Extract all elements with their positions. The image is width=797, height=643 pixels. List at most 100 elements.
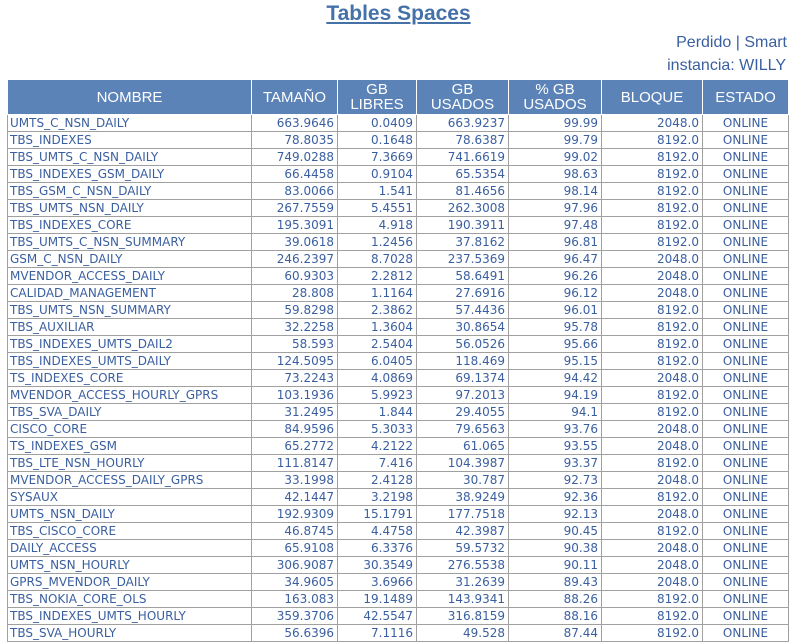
cell-bloque: 8192.0 <box>601 318 703 336</box>
table-header: NOMBRE TAMAÑO GB LIBRES GB USADOS % GB U… <box>7 79 789 115</box>
cell-gb-libres: 6.0405 <box>337 352 417 370</box>
table-row: TBS_AUXILIAR 32.2258 1.3604 30.8654 95.78 819… <box>7 318 789 336</box>
cell-gb-usados: 143.9341 <box>416 590 509 608</box>
cell-gb-usados: 69.1374 <box>416 369 509 387</box>
cell-nombre: TBS_GSM_C_NSN_DAILY <box>7 182 252 200</box>
page-title[interactable]: Tables Spaces <box>326 2 471 25</box>
table-row: TBS_NOKIA_CORE_OLS 163.083 19.1489 143.9341… <box>7 590 789 608</box>
cell-bloque: 2048.0 <box>601 420 703 438</box>
cell-estado: ONLINE <box>702 454 789 472</box>
cell-bloque: 2048.0 <box>601 573 703 591</box>
table-row: UMTS_NSN_HOURLY 306.9087 30.3549 276.5538 90… <box>7 556 789 574</box>
cell-pct-gb-usados: 96.12 <box>508 284 602 302</box>
cell-gb-usados: 190.3911 <box>416 216 509 234</box>
cell-nombre: CALIDAD_MANAGEMENT <box>7 284 252 302</box>
cell-tamano: 749.0288 <box>251 148 338 166</box>
cell-estado: ONLINE <box>702 352 789 370</box>
cell-bloque: 2048.0 <box>601 250 703 268</box>
cell-estado: ONLINE <box>702 369 789 387</box>
cell-gb-libres: 4.918 <box>337 216 417 234</box>
cell-nombre: TBS_INDEXES_UMTS_HOURLY <box>7 607 252 625</box>
cell-nombre: MVENDOR_ACCESS_DAILY_GPRS <box>7 471 252 489</box>
cell-nombre: CISCO_CORE <box>7 420 252 438</box>
cell-gb-usados: 37.8162 <box>416 233 509 251</box>
cell-gb-usados: 61.065 <box>416 437 509 455</box>
cell-gb-usados: 56.0526 <box>416 335 509 353</box>
cell-estado: ONLINE <box>702 556 789 574</box>
column-header-gb-usados: GB USADOS <box>416 79 509 115</box>
cell-tamano: 78.8035 <box>251 131 338 149</box>
cell-nombre: TBS_INDEXES <box>7 131 252 149</box>
table-row: TBS_GSM_C_NSN_DAILY 83.0066 1.541 81.4656 98… <box>7 182 789 200</box>
cell-tamano: 267.7559 <box>251 199 338 217</box>
cell-pct-gb-usados: 97.48 <box>508 216 602 234</box>
cell-bloque: 2048.0 <box>601 539 703 557</box>
table-row: TBS_SVA_HOURLY 56.6396 7.1116 49.528 87.44 81… <box>7 624 789 642</box>
cell-pct-gb-usados: 96.81 <box>508 233 602 251</box>
cell-tamano: 192.9309 <box>251 505 338 523</box>
cell-nombre: MVENDOR_ACCESS_HOURLY_GPRS <box>7 386 252 404</box>
cell-gb-libres: 30.3549 <box>337 556 417 574</box>
cell-bloque: 2048.0 <box>601 556 703 574</box>
table-row: TBS_INDEXES 78.8035 0.1648 78.6387 99.79 8192… <box>7 131 789 149</box>
cell-estado: ONLINE <box>702 505 789 523</box>
instance-label: instancia: WILLY <box>667 57 786 74</box>
tablespaces-table: NOMBRE TAMAÑO GB LIBRES GB USADOS % GB U… <box>7 79 789 642</box>
table-row: TBS_INDEXES_CORE 195.3091 4.918 190.3911 97.… <box>7 216 789 234</box>
cell-pct-gb-usados: 99.02 <box>508 148 602 166</box>
cell-bloque: 8192.0 <box>601 403 703 421</box>
cell-gb-libres: 4.2122 <box>337 437 417 455</box>
cell-gb-usados: 276.5538 <box>416 556 509 574</box>
cell-pct-gb-usados: 88.26 <box>508 590 602 608</box>
cell-tamano: 28.808 <box>251 284 338 302</box>
cell-nombre: TBS_UMTS_C_NSN_DAILY <box>7 148 252 166</box>
cell-bloque: 8192.0 <box>601 165 703 183</box>
cell-bloque: 8192.0 <box>601 301 703 319</box>
cell-nombre: GPRS_MVENDOR_DAILY <box>7 573 252 591</box>
table-row: GSM_C_NSN_DAILY 246.2397 8.7028 237.5369 96.… <box>7 250 789 268</box>
table-row: TBS_INDEXES_UMTS_DAIL2 58.593 2.5404 56.052… <box>7 335 789 353</box>
cell-estado: ONLINE <box>702 182 789 200</box>
cell-gb-libres: 7.416 <box>337 454 417 472</box>
cell-gb-libres: 0.0409 <box>337 114 417 132</box>
cell-pct-gb-usados: 90.45 <box>508 522 602 540</box>
tablespaces-table-container: NOMBRE TAMAÑO GB LIBRES GB USADOS % GB U… <box>7 79 789 642</box>
cell-tamano: 359.3706 <box>251 607 338 625</box>
cell-estado: ONLINE <box>702 403 789 421</box>
cell-nombre: TBS_NOKIA_CORE_OLS <box>7 590 252 608</box>
cell-nombre: TBS_AUXILIAR <box>7 318 252 336</box>
cell-gb-libres: 15.1791 <box>337 505 417 523</box>
cell-gb-usados: 57.4436 <box>416 301 509 319</box>
cell-tamano: 33.1998 <box>251 471 338 489</box>
table-row: TS_INDEXES_CORE 73.2243 4.0869 69.1374 94.42… <box>7 369 789 387</box>
cell-estado: ONLINE <box>702 539 789 557</box>
cell-estado: ONLINE <box>702 522 789 540</box>
cell-estado: ONLINE <box>702 233 789 251</box>
cell-tamano: 32.2258 <box>251 318 338 336</box>
cell-tamano: 31.2495 <box>251 403 338 421</box>
cell-tamano: 65.9108 <box>251 539 338 557</box>
cell-estado: ONLINE <box>702 471 789 489</box>
cell-tamano: 73.2243 <box>251 369 338 387</box>
cell-gb-libres: 19.1489 <box>337 590 417 608</box>
cell-gb-usados: 237.5369 <box>416 250 509 268</box>
cell-gb-libres: 1.1164 <box>337 284 417 302</box>
cell-gb-usados: 27.6916 <box>416 284 509 302</box>
cell-estado: ONLINE <box>702 590 789 608</box>
column-header-bloque: BLOQUE <box>601 79 703 115</box>
cell-gb-libres: 2.5404 <box>337 335 417 353</box>
cell-pct-gb-usados: 92.73 <box>508 471 602 489</box>
cell-bloque: 2048.0 <box>601 267 703 285</box>
cell-pct-gb-usados: 92.36 <box>508 488 602 506</box>
cell-gb-libres: 4.4758 <box>337 522 417 540</box>
cell-pct-gb-usados: 89.43 <box>508 573 602 591</box>
cell-bloque: 8192.0 <box>601 454 703 472</box>
cell-pct-gb-usados: 94.19 <box>508 386 602 404</box>
cell-gb-usados: 31.2639 <box>416 573 509 591</box>
table-row: SYSAUX 42.1447 3.2198 38.9249 92.36 8192.0 ONL… <box>7 488 789 506</box>
cell-gb-usados: 97.2013 <box>416 386 509 404</box>
cell-gb-libres: 1.844 <box>337 403 417 421</box>
cell-estado: ONLINE <box>702 488 789 506</box>
column-header-tamano: TAMAÑO <box>251 79 338 115</box>
cell-nombre: TBS_UMTS_NSN_SUMMARY <box>7 301 252 319</box>
